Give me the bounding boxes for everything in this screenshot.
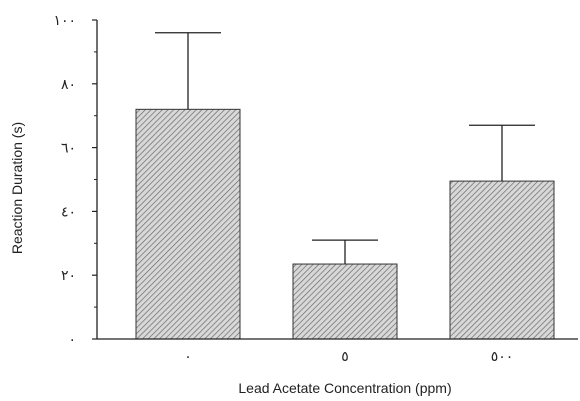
y-tick-label-1: ٢٠ xyxy=(61,267,76,283)
error-bars-layer xyxy=(155,32,535,265)
y-axis-title: Reaction Duration (s) xyxy=(9,122,25,254)
y-tick-label-2: ٤٠ xyxy=(61,203,76,219)
y-tick-label-0: ٠ xyxy=(68,331,76,347)
bars-layer xyxy=(135,108,555,340)
x-tick-label-0: ٠ xyxy=(184,348,192,364)
x-axis-title: Lead Acetate Concentration (ppm) xyxy=(238,380,451,396)
y-tick-label-3: ٦٠ xyxy=(61,140,76,156)
bar-0 xyxy=(135,108,241,340)
x-tick-label-1: ٥ xyxy=(341,348,349,364)
labels-layer: ٠ ٢٠ ٤٠ ٦٠ ٨٠ ١٠٠ ٠ ٥ ٥٠٠ xyxy=(53,12,513,364)
y-tick-label-5: ١٠٠ xyxy=(53,12,76,28)
bar-1 xyxy=(292,263,398,340)
y-tick-label-4: ٨٠ xyxy=(61,76,76,92)
x-tick-label-2: ٥٠٠ xyxy=(491,348,514,364)
bar-2 xyxy=(449,180,555,340)
axes-layer xyxy=(92,19,578,340)
